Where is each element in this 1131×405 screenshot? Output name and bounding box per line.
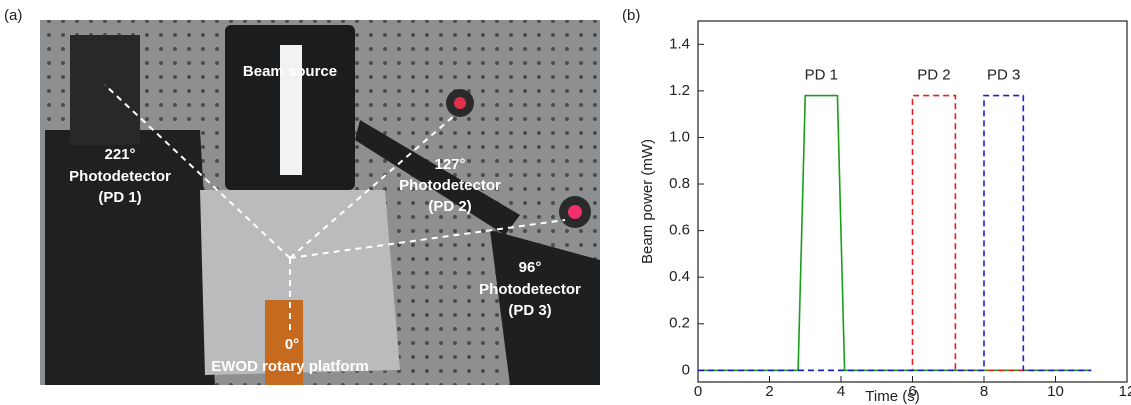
panel-label: (b) bbox=[622, 7, 640, 24]
photo-annotation: Photodetector bbox=[69, 168, 171, 185]
y-tick-label: 0 bbox=[682, 361, 690, 378]
series-label: PD 1 bbox=[805, 66, 838, 83]
panel-label: (a) bbox=[4, 7, 22, 24]
series-line bbox=[698, 96, 1091, 371]
pd2-lens bbox=[454, 97, 466, 109]
photo-annotation: (PD 2) bbox=[428, 198, 471, 215]
x-tick-label: 4 bbox=[837, 383, 845, 400]
y-tick-label: 0.6 bbox=[669, 222, 690, 239]
pd3-lens bbox=[568, 205, 582, 219]
photo-annotation: 96° bbox=[519, 259, 542, 276]
photo-annotation: Beam source bbox=[243, 63, 337, 80]
y-tick-label: 1.4 bbox=[669, 35, 690, 52]
page: (a) (b) Beam source 221° Photodetector (PD … bbox=[0, 0, 1131, 405]
photo-annotation: Photodetector bbox=[479, 281, 581, 298]
y-tick-label: 1.0 bbox=[669, 128, 690, 145]
series-label: PD 2 bbox=[917, 66, 950, 83]
figure: (a) (b) Beam source 221° Photodetector (PD … bbox=[0, 0, 1131, 405]
series-line bbox=[698, 96, 1091, 371]
y-tick-label: 0.4 bbox=[669, 268, 690, 285]
series-line bbox=[698, 96, 1091, 371]
x-tick-label: 0 bbox=[694, 383, 702, 400]
x-tick-label: 8 bbox=[980, 383, 988, 400]
x-tick-label: 10 bbox=[1047, 383, 1064, 400]
photo-annotation: EWOD rotary platform bbox=[211, 358, 369, 375]
x-axis-label: Time (s) bbox=[865, 388, 919, 405]
y-tick-label: 1.2 bbox=[669, 82, 690, 99]
photo-annotation: 0° bbox=[285, 336, 299, 353]
y-tick-label: 0.8 bbox=[669, 175, 690, 192]
y-axis-label: Beam power (mW) bbox=[639, 139, 656, 264]
pd1-mount bbox=[70, 35, 140, 145]
series-label: PD 3 bbox=[987, 66, 1020, 83]
x-tick-label: 2 bbox=[765, 383, 773, 400]
photo-annotation: Photodetector bbox=[399, 177, 501, 194]
photo-annotation: 221° bbox=[104, 146, 135, 163]
photo-annotation: (PD 3) bbox=[508, 302, 551, 319]
photo-annotation: 127° bbox=[434, 156, 465, 173]
photo-annotation: (PD 1) bbox=[98, 189, 141, 206]
x-tick-label: 12 bbox=[1119, 383, 1131, 400]
y-tick-label: 0.2 bbox=[669, 315, 690, 332]
